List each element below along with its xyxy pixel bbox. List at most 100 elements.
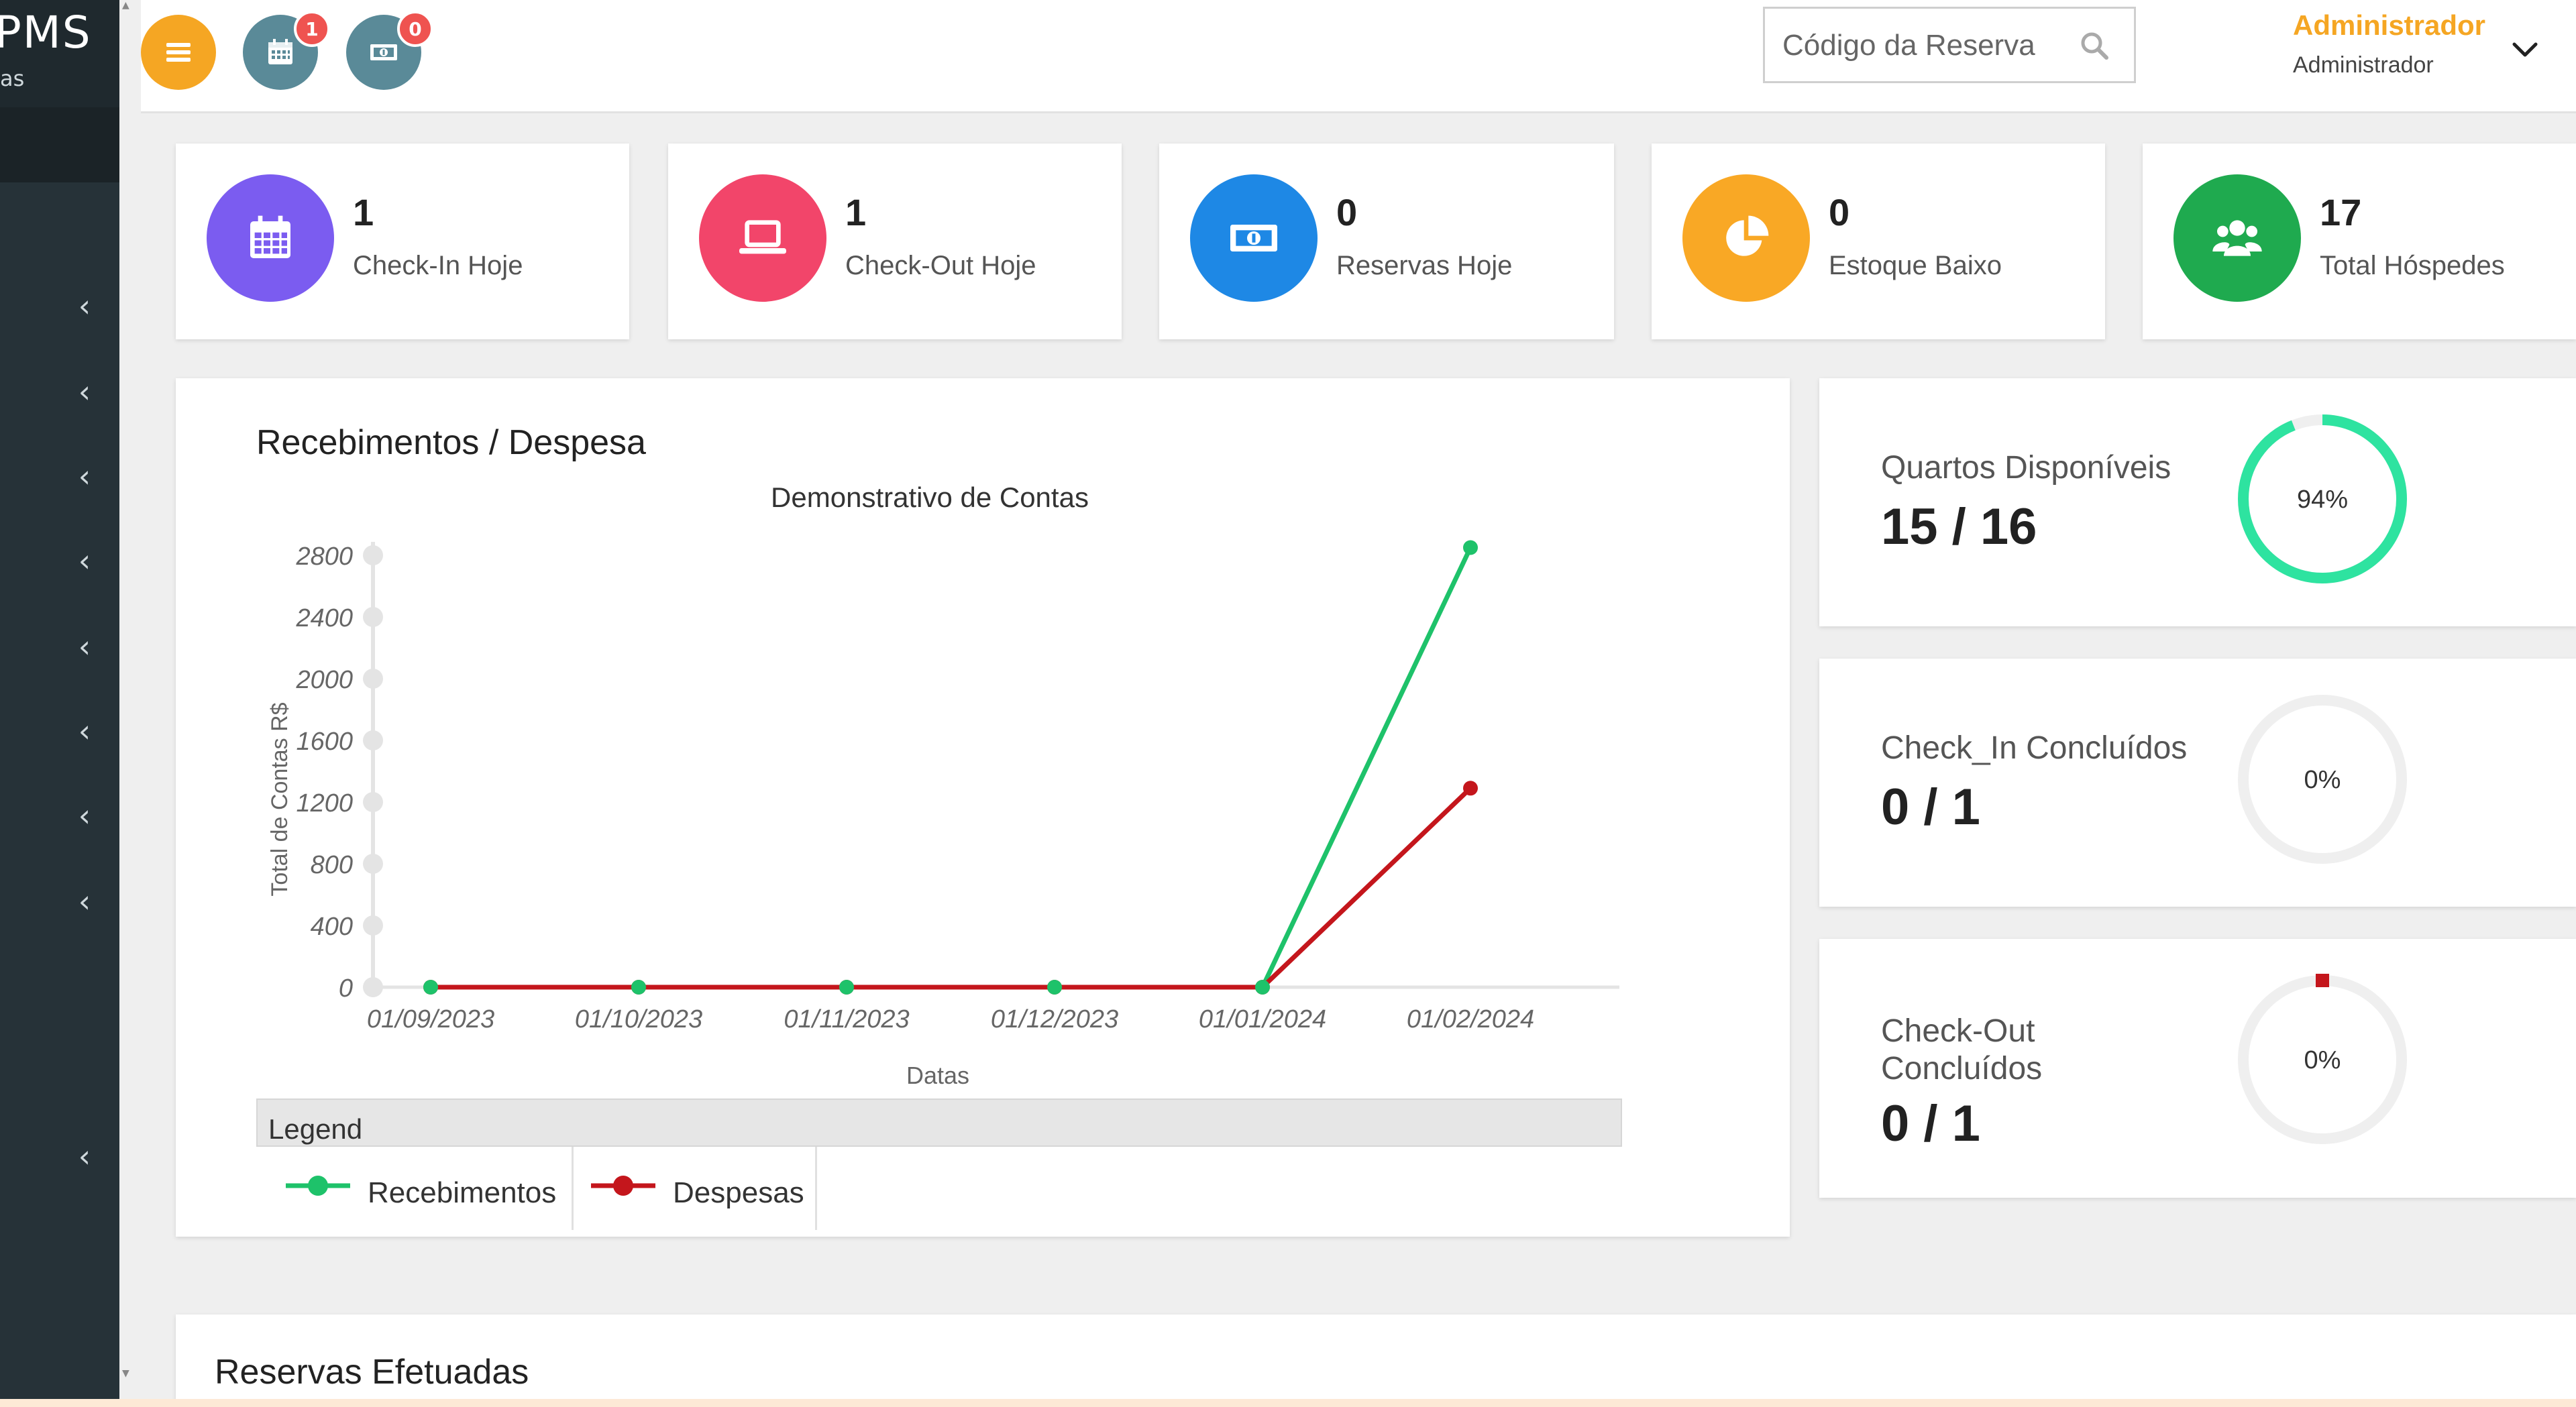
pie-chart-icon	[1726, 215, 1769, 256]
sidebar-item-6-chevron-left-icon[interactable]: ‹	[78, 713, 91, 749]
progress-label: Check-Out Concluídos	[1881, 1013, 2043, 1086]
x-tick-label: 01/02/2024	[1407, 1005, 1534, 1033]
user-role: Administrador	[2293, 52, 2434, 78]
data-point-recebimentos	[1255, 980, 1270, 995]
y-tick-label: 2400	[295, 604, 353, 632]
sidebar-item-7-chevron-left-icon[interactable]: ‹	[78, 797, 91, 834]
y-tick-label: 0	[339, 974, 353, 1003]
menu-toggle-button[interactable]	[141, 15, 216, 90]
stat-card-guests[interactable]: 17 Total Hóspedes	[2143, 144, 2576, 339]
sidebar-item-2-chevron-left-icon[interactable]: ‹	[78, 374, 91, 410]
reservations-panel: Reservas Efetuadas	[176, 1314, 2576, 1407]
sidebar-item-8-chevron-left-icon[interactable]: ‹	[78, 883, 91, 919]
x-tick-label: 01/01/2024	[1199, 1005, 1326, 1033]
stat-icon-circle	[1682, 174, 1810, 302]
reservation-code-input[interactable]	[1781, 21, 2072, 70]
sidebar-item-4-chevron-left-icon[interactable]: ‹	[78, 543, 91, 579]
calendar-icon	[268, 39, 292, 64]
search-icon[interactable]	[2079, 30, 2110, 61]
data-point-recebimentos	[839, 980, 854, 995]
y-axis-label: Total de Contas R$	[267, 702, 292, 896]
legend-item-recebimentos[interactable]: Recebimentos	[256, 1147, 574, 1230]
sidebar-item-5-chevron-left-icon[interactable]: ‹	[78, 628, 91, 665]
chart-panel-title: Recebimentos / Despesa	[256, 423, 646, 462]
brand-subtitle: as	[0, 66, 25, 91]
reservation-search	[1763, 7, 2136, 83]
users-icon	[2212, 220, 2262, 256]
stat-icon-circle	[207, 174, 334, 302]
data-point-recebimentos	[1463, 540, 1478, 555]
progress-percent: 0%	[2304, 1046, 2341, 1074]
sidebar-item-1-chevron-left-icon[interactable]: ‹	[78, 288, 91, 324]
reservations-title: Reservas Efetuadas	[215, 1353, 529, 1392]
legend-swatch-red	[591, 1176, 655, 1196]
brand-logo-text: PMS	[0, 7, 92, 58]
stat-value: 1	[353, 191, 374, 233]
y-tick-label: 1600	[296, 728, 353, 756]
money-icon	[370, 44, 397, 60]
y-tick-label: 800	[311, 851, 353, 879]
y-tick-dot	[363, 915, 383, 936]
stat-value: 17	[2320, 191, 2362, 233]
scroll-down-arrow-icon[interactable]: ▼	[122, 1368, 129, 1379]
y-tick-dot	[363, 792, 383, 812]
y-tick-dot	[363, 669, 383, 689]
data-point-recebimentos	[631, 980, 646, 995]
stat-card-checkin[interactable]: 1 Check-In Hoje	[176, 144, 629, 339]
progress-label: Quartos Disponíveis	[1881, 450, 2171, 486]
chart-panel: Recebimentos / Despesa Demonstrativo de …	[176, 378, 1790, 1237]
y-tick-dot	[363, 977, 383, 997]
legend-swatch-green	[286, 1176, 350, 1196]
progress-card-checkin: Check_In Concluídos 0 / 1 0%	[1819, 659, 2576, 907]
user-name[interactable]: Administrador	[2293, 9, 2486, 41]
stat-value: 0	[1336, 191, 1358, 233]
calendar-icon	[250, 215, 290, 258]
laptop-icon	[739, 220, 786, 254]
progress-ring-track	[2238, 695, 2407, 864]
stat-label: Estoque Baixo	[1829, 251, 2002, 280]
y-tick-dot	[363, 730, 383, 750]
chart-title: Demonstrativo de Contas	[771, 482, 1089, 513]
legend-item-despesas[interactable]: Despesas	[574, 1147, 817, 1230]
y-tick-dot	[363, 545, 383, 565]
series-line-recebimentos	[431, 547, 1473, 990]
progress-ring-start-marker	[2316, 974, 2329, 987]
progress-card-rooms: Quartos Disponíveis 15 / 16 94%	[1819, 378, 2576, 626]
x-tick-label: 01/11/2023	[784, 1005, 909, 1033]
progress-value: 0 / 1	[1881, 779, 1980, 836]
stat-icon-circle	[699, 174, 826, 302]
y-tick-label: 2800	[295, 543, 353, 571]
calendar-notifications-button[interactable]: 1	[243, 11, 330, 90]
stat-card-checkout[interactable]: 1 Check-Out Hoje	[668, 144, 1122, 339]
calendar-badge: 1	[294, 11, 330, 47]
y-tick-dot	[363, 854, 383, 874]
x-axis-label: Datas	[906, 1062, 969, 1089]
stat-label: Reservas Hoje	[1336, 251, 1513, 280]
progress-percent: 0%	[2304, 766, 2341, 794]
sidebar-item-9-chevron-left-icon[interactable]: ‹	[78, 1138, 91, 1174]
money-notifications-button[interactable]: 0	[346, 11, 433, 90]
progress-ring	[2238, 974, 2407, 1144]
brand[interactable]: PMS as	[0, 0, 119, 107]
legend-header: Legend	[256, 1099, 1622, 1147]
money-icon	[1230, 225, 1277, 251]
chevron-down-icon[interactable]	[2509, 34, 2541, 66]
progress-percent: 94%	[2296, 486, 2349, 514]
sidebar-item-3-chevron-left-icon[interactable]: ‹	[78, 458, 91, 494]
stat-value: 0	[1829, 191, 1850, 233]
stat-icon-circle	[2174, 174, 2301, 302]
legend-label: Despesas	[673, 1176, 804, 1209]
progress-card-checkout: Check-Out Concluídos 0 / 1 0%	[1819, 939, 2576, 1198]
sidebar: PMS as ‹ ‹ ‹ ‹ ‹ ‹ ‹ ‹ ‹	[0, 0, 119, 1407]
progress-ring	[2238, 695, 2407, 864]
data-point-recebimentos	[423, 980, 438, 995]
scroll-up-arrow-icon[interactable]: ▲	[122, 0, 129, 11]
y-tick-label: 2000	[295, 666, 353, 694]
y-tick-label: 1200	[296, 789, 353, 818]
stat-icon-circle	[1190, 174, 1318, 302]
sidebar-item-active[interactable]	[0, 107, 119, 182]
stat-value: 1	[845, 191, 867, 233]
stat-card-low-stock[interactable]: 0 Estoque Baixo	[1652, 144, 2105, 339]
series-line-despesas	[431, 786, 1472, 990]
stat-card-reservations[interactable]: 0 Reservas Hoje	[1159, 144, 1614, 339]
